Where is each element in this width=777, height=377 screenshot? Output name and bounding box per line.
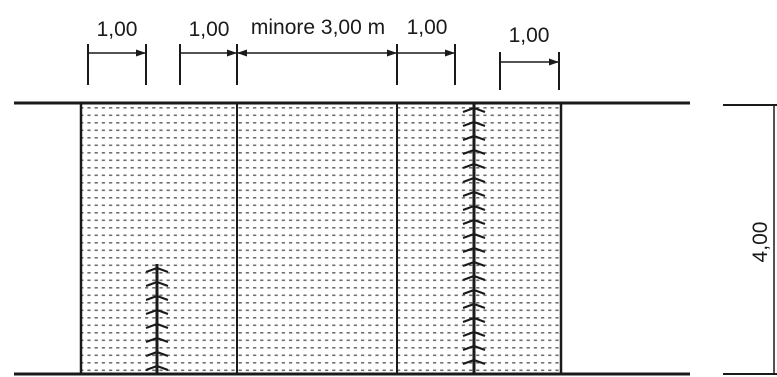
tree-symbol-right	[462, 104, 486, 374]
dimension-label-right-band: 1,00	[509, 24, 550, 47]
dimension-label-center: minore 3,00 m	[251, 16, 385, 39]
dimension-center: minore 3,00 m	[237, 16, 398, 85]
dimension-height: 4,00	[723, 104, 777, 375]
dimension-right-band: 1,00	[499, 24, 560, 90]
tree-symbol-left	[145, 264, 169, 374]
dimension-right-strip: 1,00	[397, 16, 456, 85]
dimension-left-strip: 1,00	[179, 18, 238, 85]
dimension-label-left-strip: 1,00	[189, 18, 230, 41]
dimension-label-left-band: 1,00	[97, 18, 138, 41]
dotted-paving-area	[81, 104, 561, 374]
dimension-label-right-strip: 1,00	[407, 16, 448, 39]
dimension-left-band: 1,00	[87, 18, 147, 85]
dimension-label-height: 4,00	[749, 222, 772, 263]
